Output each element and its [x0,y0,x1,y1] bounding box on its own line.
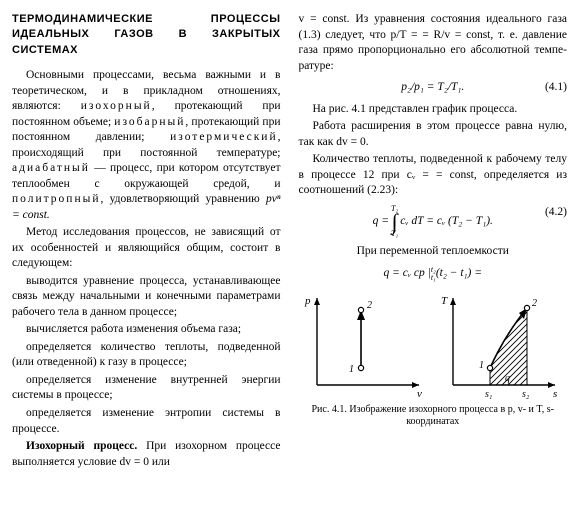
paragraph: вычисляется работа изменения объема газа… [12,322,281,338]
subheading: При переменной теплоемкости [299,244,568,260]
term: политропный [12,193,101,205]
point-label-1: 1 [479,360,484,371]
equation-4-3: q = cᵥ ср | t₂ t₁ (t₂ − t₁) = [299,266,568,282]
text: (t₂ − t₁) = [436,266,482,282]
point-label-2: 2 [367,300,372,311]
run-in-heading: Изохорный процесс. [26,440,137,452]
equation-number: (4.1) [545,80,567,96]
paragraph: определяется изменение внутренней энерги… [12,373,281,404]
text: v = const. Из уравнения состояния иде­ал… [299,13,568,72]
paragraph: определяется количество теплоты, подведе… [12,340,281,371]
equation-4-1: p₂/p₁ = T₂/T₁. (4.1) [299,80,568,96]
text: q = cᵥ ср | [383,266,430,282]
text: cᵥ dT = cᵥ (T₂ − T₁). [400,214,493,230]
axis-label-s: s [553,388,557,400]
text: q = [373,214,389,230]
term: изохорный [81,100,152,112]
point-label-1: 1 [349,364,354,375]
paragraph: Работа расширения в этом процессе равна … [299,119,568,150]
axis-label-p: p [304,295,311,307]
paragraph: На рис. 4.1 представлен график про­цесса… [299,102,568,118]
paragraph: Метод исследования процессов, не зависящ… [12,225,281,272]
label-q: q [505,373,510,384]
figure-4-1: p v 1 2 T s [299,290,568,400]
paragraph: Изохорный процесс. При изохорном процесс… [12,439,281,470]
paragraph: определяется изменение энтропии системы … [12,406,281,437]
paragraph: Количество теплоты, подведенной к рабоче… [299,152,568,199]
paragraph: выводится уравнение процесса, уста­навли… [12,274,281,321]
paragraph: v = const. Из уравнения состояния иде­ал… [299,12,568,74]
axis-label-T: T [441,295,448,307]
ts-diagram: T s 1 2 s₁ s₂ q [435,290,563,400]
integral-sign: ∫ [392,213,398,231]
axis-label-v: v [417,388,422,400]
text: , удов­летворяющий уравнению [101,193,267,205]
equation-4-2: q = T₂ ∫ T₁ cᵥ dT = cᵥ (T₂ − T₁). (4.2) [299,205,568,239]
equation-number: (4.2) [545,205,567,221]
tick-s2: s₂ [522,389,530,400]
point-label-2: 2 [532,298,537,309]
term: адиабатный [12,162,90,174]
equation-body: p₂/p₁ = T₂/T₁. [401,81,464,93]
left-column: ТЕРМОДИНАМИЧЕСКИЕ ПРОЦЕССЫ ИДЕАЛЬНЫХ ГАЗ… [12,12,281,472]
text: Метод исследования процессов, не [26,226,211,238]
paragraph: Основными процессами, весьма важ­ными и … [12,68,281,223]
right-column: v = const. Из уравнения состояния иде­ал… [299,12,568,472]
figure-caption: Рис. 4.1. Изображение изохорного процесс… [299,404,568,428]
term: изобарный [114,116,185,128]
section-title: ТЕРМОДИНАМИЧЕСКИЕ ПРОЦЕССЫ ИДЕАЛЬНЫХ ГАЗ… [12,12,281,58]
term: изотермический [170,131,278,143]
pv-diagram: p v 1 2 [299,290,427,400]
tick-s1: s₁ [485,389,492,400]
integral-lower: T₁ [391,230,398,238]
